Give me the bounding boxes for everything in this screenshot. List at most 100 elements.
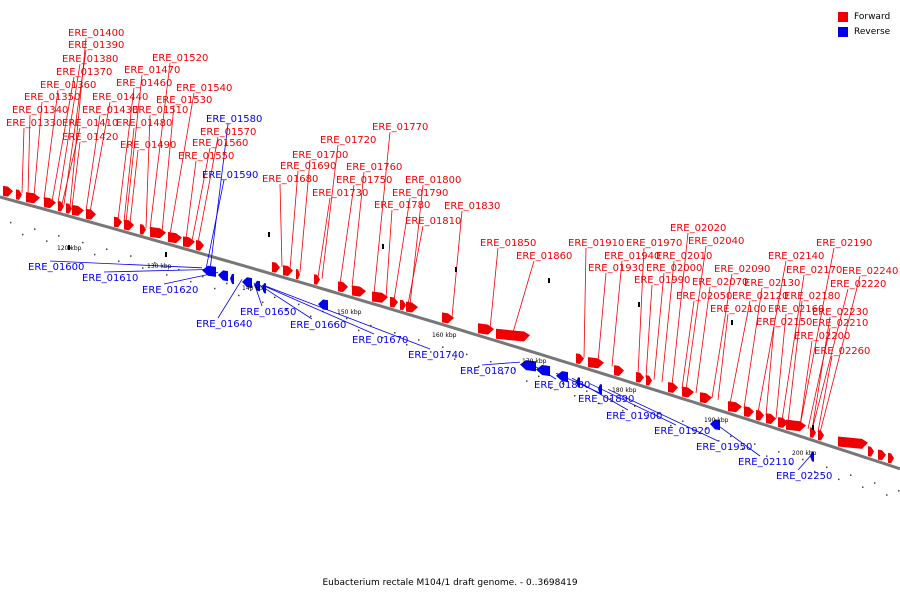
leader-line: [85, 114, 101, 211]
gene-label-forward: ERE_01750: [336, 175, 392, 186]
gene-label-reverse: ERE_01670: [352, 335, 408, 346]
gene-arrow: [272, 262, 280, 273]
gene-label-forward: ERE_01830: [444, 201, 500, 212]
leader-line: [611, 260, 623, 367]
leader-line: [89, 101, 111, 213]
tick-label: 170 kbp: [522, 358, 547, 365]
gene-label-forward: ERE_02150: [756, 317, 812, 328]
gene-arrow: [140, 224, 146, 235]
gene-label-forward: ERE_02210: [812, 318, 868, 329]
gene-arrow: [314, 274, 320, 285]
major-tick: [68, 245, 70, 250]
gene-arrow: [196, 240, 204, 251]
gene-label-reverse: ERE_01950: [696, 442, 752, 453]
leader-line: [351, 171, 365, 288]
leader-line: [645, 284, 653, 378]
tick-dot: [658, 412, 660, 415]
gene-arrow: [636, 372, 644, 383]
gene-label-reverse: ERE_01640: [196, 319, 252, 330]
gene-arrow: [262, 283, 266, 294]
tick-dot: [274, 296, 276, 299]
gene-label-forward: ERE_01440: [92, 92, 148, 103]
leader-line: [339, 184, 355, 285]
gene-label-forward: ERE_01510: [132, 105, 188, 116]
gene-label-forward: ERE_01550: [178, 151, 234, 162]
leader-line: [811, 316, 831, 431]
gene-label-reverse: ERE_01620: [142, 285, 198, 296]
tick-dot: [766, 455, 768, 457]
gene-arrow: [114, 216, 122, 228]
tick-dot: [46, 240, 48, 242]
gene-label-forward: ERE_01520: [152, 53, 208, 64]
major-tick: [382, 244, 384, 249]
tick-dot: [418, 339, 420, 341]
gene-arrow: [202, 265, 216, 277]
gene-label-forward: ERE_02020: [670, 223, 726, 234]
leader-line: [197, 136, 219, 243]
gene-arrow: [536, 365, 550, 377]
gene-label-reverse: ERE_01600: [28, 262, 84, 273]
genome-caption: Eubacterium rectale M104/1 draft genome.…: [322, 578, 578, 588]
gene-label-forward: ERE_02170: [786, 265, 842, 276]
tick-label: 200 kbp: [792, 450, 817, 457]
leader-line: [149, 62, 171, 229]
gene-arrow: [352, 285, 366, 297]
gene-arrow: [646, 375, 652, 386]
leader-line: [373, 131, 391, 295]
tick-dot: [670, 424, 672, 427]
gene-arrow: [756, 410, 764, 421]
gene-labels: ERE_01330ERE_01340ERE_01350ERE_01360ERE_…: [6, 28, 898, 482]
gene-label-forward: ERE_01420: [62, 132, 118, 143]
leader-line: [489, 247, 499, 330]
gene-label-forward: ERE_01360: [40, 80, 96, 91]
gene-arrow: [598, 384, 602, 395]
gene-label-forward: ERE_01560: [192, 138, 248, 149]
gene-arrow: [576, 353, 584, 364]
gene-label-forward: ERE_01780: [374, 200, 430, 211]
gene-arrow: [478, 323, 494, 335]
gene-arrow: [838, 436, 868, 449]
gene-arrow: [183, 236, 195, 248]
gene-label-forward: ERE_01410: [62, 118, 118, 129]
leader-line: [637, 247, 645, 375]
gene-arrow: [868, 446, 874, 457]
gene-arrow: [26, 192, 40, 204]
tick-dot: [334, 322, 336, 325]
gene-label-forward: ERE_01850: [480, 238, 536, 249]
gene-arrow: [442, 312, 454, 324]
gene-arrow: [16, 189, 22, 200]
leader-line: [191, 147, 211, 241]
gene-label-reverse: ERE_01660: [290, 320, 346, 331]
gene-label-reverse: ERE_01610: [82, 273, 138, 284]
tick-dot: [730, 435, 732, 438]
gene-label-forward: ERE_02040: [688, 236, 744, 247]
gene-label-forward: ERE_02070: [692, 277, 748, 288]
tick-dot: [778, 451, 780, 453]
leader-line: [743, 287, 763, 409]
gene-arrow: [710, 419, 720, 431]
leader-line: [125, 74, 143, 223]
tick-dot: [610, 397, 612, 400]
gene-label-forward: ERE_02230: [812, 307, 868, 318]
gene-label-forward: ERE_01350: [24, 92, 80, 103]
gene-label-forward: ERE_01570: [200, 127, 256, 138]
tick-dot: [214, 287, 216, 290]
gene-arrow: [58, 201, 64, 212]
legend-label-reverse: Reverse: [854, 26, 891, 37]
leader-line: [209, 123, 229, 271]
gene-label-reverse: ERE_01650: [240, 307, 296, 318]
tick-dot: [430, 351, 432, 353]
gene-label-reverse: ERE_01900: [606, 411, 662, 422]
tick-dot: [622, 409, 624, 412]
tick-dot: [406, 344, 408, 346]
gene-arrow: [888, 452, 894, 464]
gene-label-forward: ERE_02000: [646, 263, 702, 274]
leader-line: [145, 114, 151, 228]
gene-label-forward: ERE_01990: [634, 275, 690, 286]
gene-label-forward: ERE_02050: [676, 291, 732, 302]
tick-dot: [874, 482, 876, 484]
gene-label-forward: ERE_02180: [784, 291, 840, 302]
gene-label-forward: ERE_01370: [56, 67, 112, 78]
gene-label-forward: ERE_01490: [120, 140, 176, 151]
